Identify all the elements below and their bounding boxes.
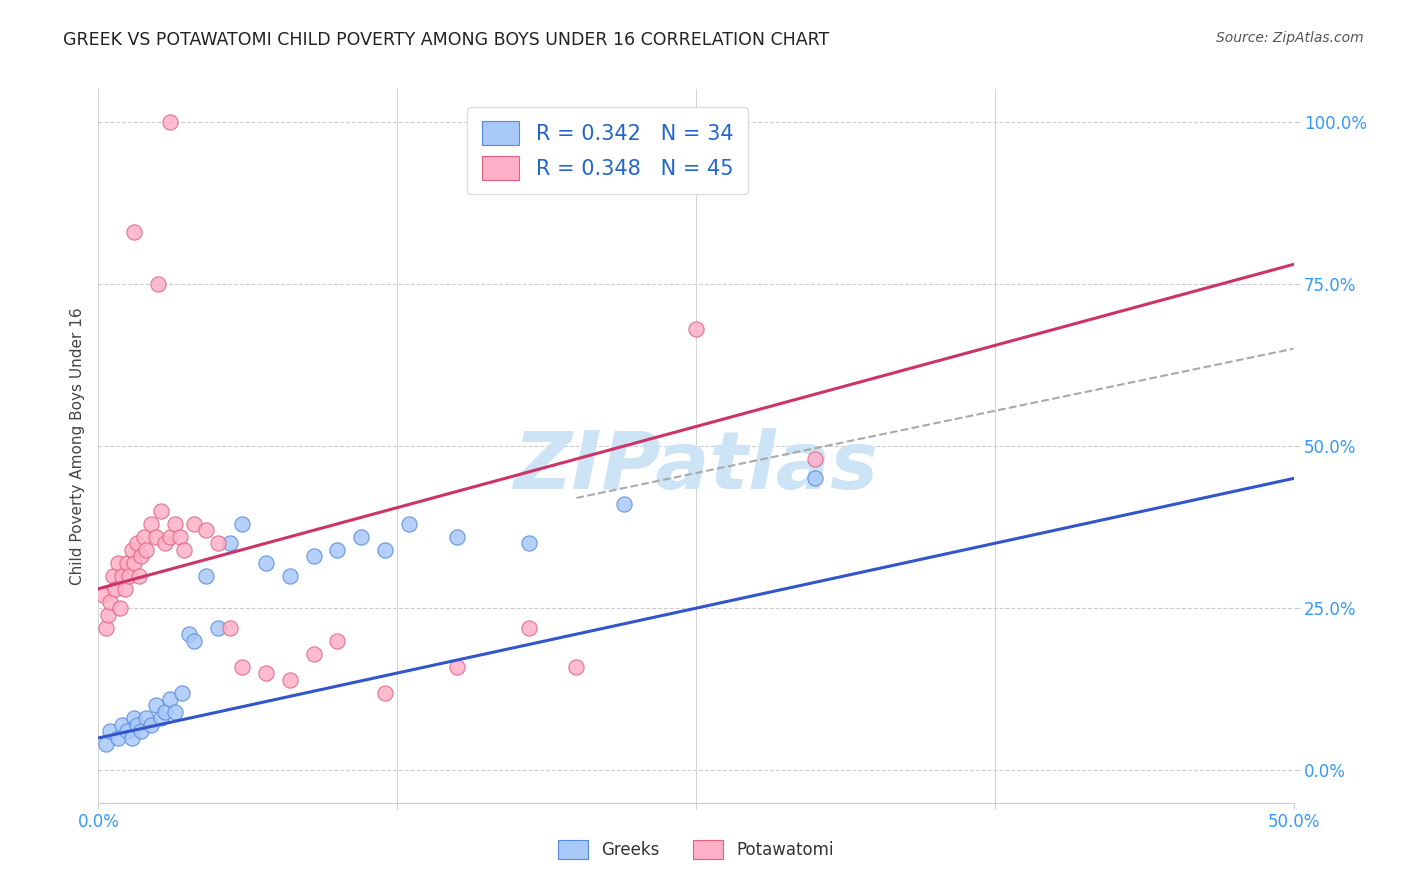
Point [121, 731, 143, 745]
Point [98, 595, 122, 609]
Point [804, 452, 827, 467]
Point [278, 673, 301, 687]
Point [107, 556, 129, 570]
Point [183, 633, 205, 648]
Point [145, 698, 167, 713]
Point [517, 621, 540, 635]
Point [91, 588, 114, 602]
Point [145, 530, 167, 544]
Point [149, 711, 172, 725]
Point [159, 114, 181, 128]
Point [148, 277, 170, 291]
Point [101, 568, 124, 582]
Point [179, 627, 201, 641]
Point [111, 718, 134, 732]
Point [125, 718, 148, 732]
Point [155, 536, 177, 550]
Point [254, 556, 277, 570]
Point [685, 322, 707, 336]
Point [132, 530, 155, 544]
Point [446, 659, 468, 673]
Point [131, 549, 153, 564]
Point [231, 516, 253, 531]
Point [135, 711, 157, 725]
Point [398, 516, 420, 531]
Point [108, 601, 131, 615]
Point [125, 536, 148, 550]
Point [118, 568, 141, 582]
Point [195, 568, 218, 582]
Point [374, 685, 396, 699]
Point [111, 568, 134, 582]
Point [517, 536, 540, 550]
Point [124, 711, 146, 725]
Point [172, 685, 194, 699]
Point [374, 542, 396, 557]
Point [115, 724, 138, 739]
Point [98, 724, 122, 739]
Point [207, 621, 229, 635]
Point [326, 542, 349, 557]
Point [128, 568, 150, 582]
Point [302, 647, 325, 661]
Point [613, 497, 636, 511]
Point [135, 542, 157, 557]
Point [131, 724, 153, 739]
Point [326, 633, 349, 648]
Point [302, 549, 325, 564]
Point [124, 225, 146, 239]
Point [231, 659, 253, 673]
Text: GREEK VS POTAWATOMI CHILD POVERTY AMONG BOYS UNDER 16 CORRELATION CHART: GREEK VS POTAWATOMI CHILD POVERTY AMONG … [63, 31, 830, 49]
Point [254, 666, 277, 681]
Point [163, 516, 186, 531]
Point [94, 621, 117, 635]
Point [149, 504, 172, 518]
Legend: Greeks, Potawatomi: Greeks, Potawatomi [551, 833, 841, 866]
Point [155, 705, 177, 719]
Point [350, 530, 373, 544]
Point [139, 718, 162, 732]
Point [114, 582, 136, 596]
Point [804, 471, 827, 485]
Point [124, 556, 146, 570]
Point [159, 530, 181, 544]
Point [207, 536, 229, 550]
Point [94, 738, 117, 752]
Point [163, 705, 186, 719]
Point [565, 659, 588, 673]
Point [104, 582, 127, 596]
Point [183, 516, 205, 531]
Point [195, 524, 218, 538]
Point [446, 530, 468, 544]
Text: ZIPatlas: ZIPatlas [513, 428, 879, 507]
Point [107, 731, 129, 745]
Point [159, 692, 181, 706]
Point [219, 621, 242, 635]
Point [97, 607, 120, 622]
Point [278, 568, 301, 582]
Point [139, 516, 162, 531]
Point [169, 530, 191, 544]
Y-axis label: Child Poverty Among Boys Under 16: Child Poverty Among Boys Under 16 [69, 307, 84, 585]
Point [115, 556, 138, 570]
Point [121, 542, 143, 557]
Text: Source: ZipAtlas.com: Source: ZipAtlas.com [1216, 31, 1364, 45]
Point [219, 536, 242, 550]
Point [173, 542, 195, 557]
